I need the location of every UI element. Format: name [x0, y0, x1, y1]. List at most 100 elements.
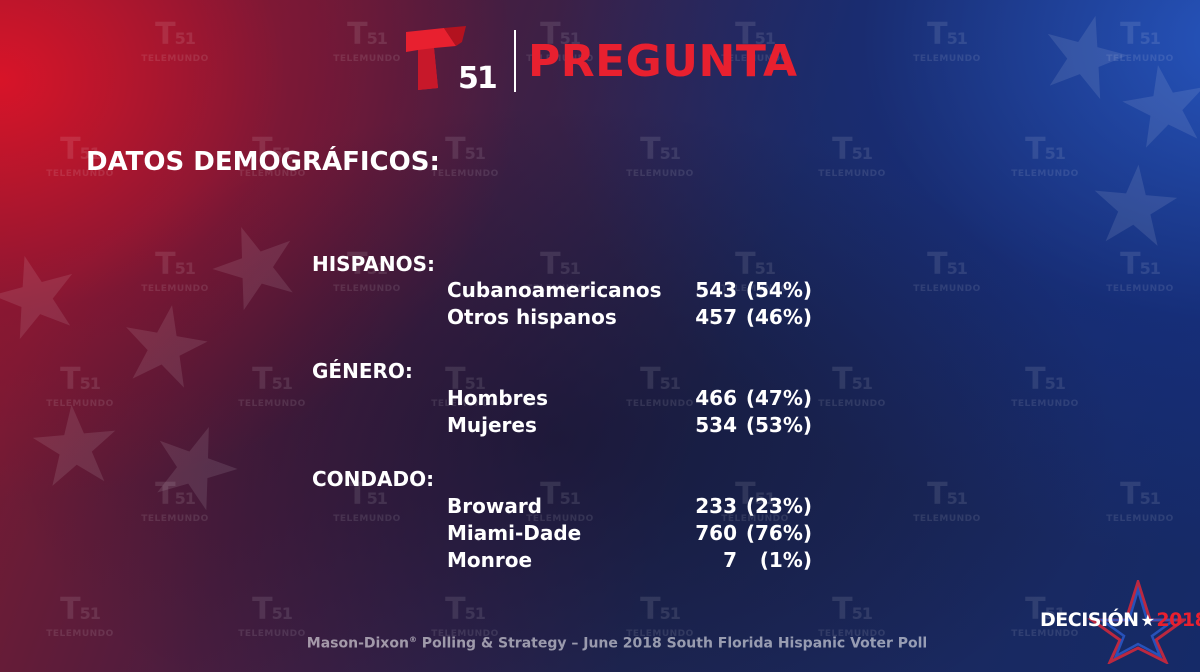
watermark-logo: T51: [445, 592, 486, 627]
watermark-logo: T51: [540, 477, 581, 512]
flag-star-icon: [157, 426, 238, 511]
watermark-logo: T51: [832, 132, 873, 167]
registered-mark: ®: [408, 635, 417, 644]
telemundo-watermark: T51 TELEMUNDO: [812, 132, 892, 180]
row-count: 543: [695, 278, 737, 302]
watermark-logo: T51: [832, 592, 873, 627]
telemundo-watermark: T51 TELEMUNDO: [907, 247, 987, 295]
telemundo-watermark: T51 TELEMUNDO: [520, 477, 600, 525]
row-label: Miami-Dade: [447, 521, 582, 545]
watermark-logo: T51: [60, 592, 101, 627]
logo-divider: [514, 30, 516, 92]
row-label: Broward: [447, 494, 542, 518]
telemundo-watermark: T51 TELEMUNDO: [907, 477, 987, 525]
decision-2018-badge: DECISIÓN★2018: [1040, 608, 1200, 633]
watermark-text: TELEMUNDO: [626, 399, 694, 409]
telemundo-watermark: T51 TELEMUNDO: [232, 362, 312, 410]
telemundo-watermark: T51 TELEMUNDO: [620, 592, 700, 640]
watermark-logo: T51: [640, 592, 681, 627]
watermark-logo: T51: [1025, 132, 1066, 167]
telemundo-watermark: T51 TELEMUNDO: [40, 362, 120, 410]
watermark-logo: T51: [347, 17, 388, 52]
telemundo-watermark: T51 TELEMUNDO: [715, 247, 795, 295]
watermark-logo: T51: [1120, 17, 1161, 52]
watermark-text: TELEMUNDO: [526, 514, 594, 524]
watermark-text: TELEMUNDO: [141, 284, 209, 294]
watermark-logo: T51: [60, 362, 101, 397]
row-percent: (1%): [759, 548, 812, 572]
telemundo-watermark: T51 TELEMUNDO: [40, 592, 120, 640]
watermark-logo: T51: [1025, 592, 1066, 627]
row-percent: (54%): [745, 278, 812, 302]
telemundo-watermark: T51 TELEMUNDO: [135, 250, 215, 295]
footer-pollster: Mason-Dixon: [306, 635, 409, 652]
decision-star-outline-icon: [1087, 580, 1186, 664]
group-title-hispanos: HISPANOS:: [312, 252, 436, 276]
flag-star-icon: [1122, 65, 1200, 148]
telemundo-watermark: T51 TELEMUNDO: [1005, 132, 1085, 180]
telemundo-watermark: T51 TELEMUNDO: [1005, 592, 1085, 640]
group-title-condado: CONDADO:: [312, 467, 435, 491]
group-title-genero: GÉNERO:: [312, 359, 413, 383]
telemundo-watermark: T51 TELEMUNDO: [520, 20, 600, 65]
watermark-text: TELEMUNDO: [818, 169, 886, 179]
watermark-logo: T51: [347, 247, 388, 282]
watermark-text: TELEMUNDO: [721, 54, 789, 64]
watermark-text: TELEMUNDO: [46, 399, 114, 409]
source-footer: Mason-Dixon® Polling & Strategy – June 2…: [0, 630, 1200, 654]
decision-word: DECISIÓN: [1040, 609, 1139, 631]
watermark-logo: T51: [347, 477, 388, 512]
telemundo-watermark: T51 TELEMUNDO: [425, 132, 505, 180]
watermark-text: TELEMUNDO: [1011, 169, 1079, 179]
telemundo-watermark: T51 TELEMUNDO: [232, 132, 312, 180]
watermark-text: TELEMUNDO: [431, 169, 499, 179]
section-heading: DATOS DEMOGRÁFICOS:: [86, 147, 440, 177]
watermark-logo: T51: [1025, 362, 1066, 397]
watermark-text: TELEMUNDO: [46, 629, 114, 639]
watermark-text: TELEMUNDO: [721, 284, 789, 294]
telemundo-watermark: T51 TELEMUNDO: [425, 592, 505, 640]
row-count: 760: [695, 521, 737, 545]
watermark-text: TELEMUNDO: [913, 54, 981, 64]
row-count: 7: [723, 548, 737, 572]
flag-star-icon: [1047, 15, 1128, 100]
telemundo-51-logo: 51: [406, 26, 498, 92]
watermark-text: TELEMUNDO: [238, 169, 306, 179]
telemundo-watermark: T51 TELEMUNDO: [1100, 17, 1180, 65]
watermark-text: TELEMUNDO: [333, 514, 401, 524]
row-percent: (23%): [745, 494, 812, 518]
row-label: Otros hispanos: [447, 305, 617, 329]
watermark-logo: T51: [252, 132, 293, 167]
watermark-text: TELEMUNDO: [1106, 514, 1174, 524]
watermark-logo: T51: [927, 477, 968, 512]
watermark-text: TELEMUNDO: [333, 284, 401, 294]
row-count: 457: [695, 305, 737, 329]
watermark-text: TELEMUNDO: [913, 284, 981, 294]
watermark-logo: T51: [927, 17, 968, 52]
decision-year: 2018: [1156, 609, 1200, 631]
watermark-logo: T51: [640, 362, 681, 397]
telemundo-watermark: T51 TELEMUNDO: [425, 365, 505, 410]
telemundo-watermark: T51 TELEMUNDO: [1100, 480, 1180, 525]
watermark-logo: T51: [60, 132, 101, 167]
telemundo-watermark: T51 TELEMUNDO: [1005, 362, 1085, 410]
watermark-text: TELEMUNDO: [526, 54, 594, 64]
row-label: Cubanoamericanos: [447, 278, 662, 302]
watermark-text: TELEMUNDO: [1106, 54, 1174, 64]
watermark-logo: T51: [927, 247, 968, 282]
watermark-logo: T51: [540, 247, 581, 282]
telemundo-watermark: T51 TELEMUNDO: [715, 480, 795, 525]
watermark-text: TELEMUNDO: [1106, 284, 1174, 294]
watermark-logo: T51: [252, 362, 293, 397]
watermark-text: TELEMUNDO: [1011, 399, 1079, 409]
flag-star-icon: [1094, 164, 1178, 246]
telemundo-watermark: T51 TELEMUNDO: [327, 247, 407, 295]
logo-number: 51: [458, 61, 496, 92]
watermark-logo: T51: [735, 247, 776, 282]
row-count: 534: [695, 413, 737, 437]
watermark-logo: T51: [445, 132, 486, 167]
flag-star-icon: [32, 404, 116, 486]
telemundo-watermark: T51 TELEMUNDO: [907, 17, 987, 65]
watermark-logo: T51: [832, 362, 873, 397]
